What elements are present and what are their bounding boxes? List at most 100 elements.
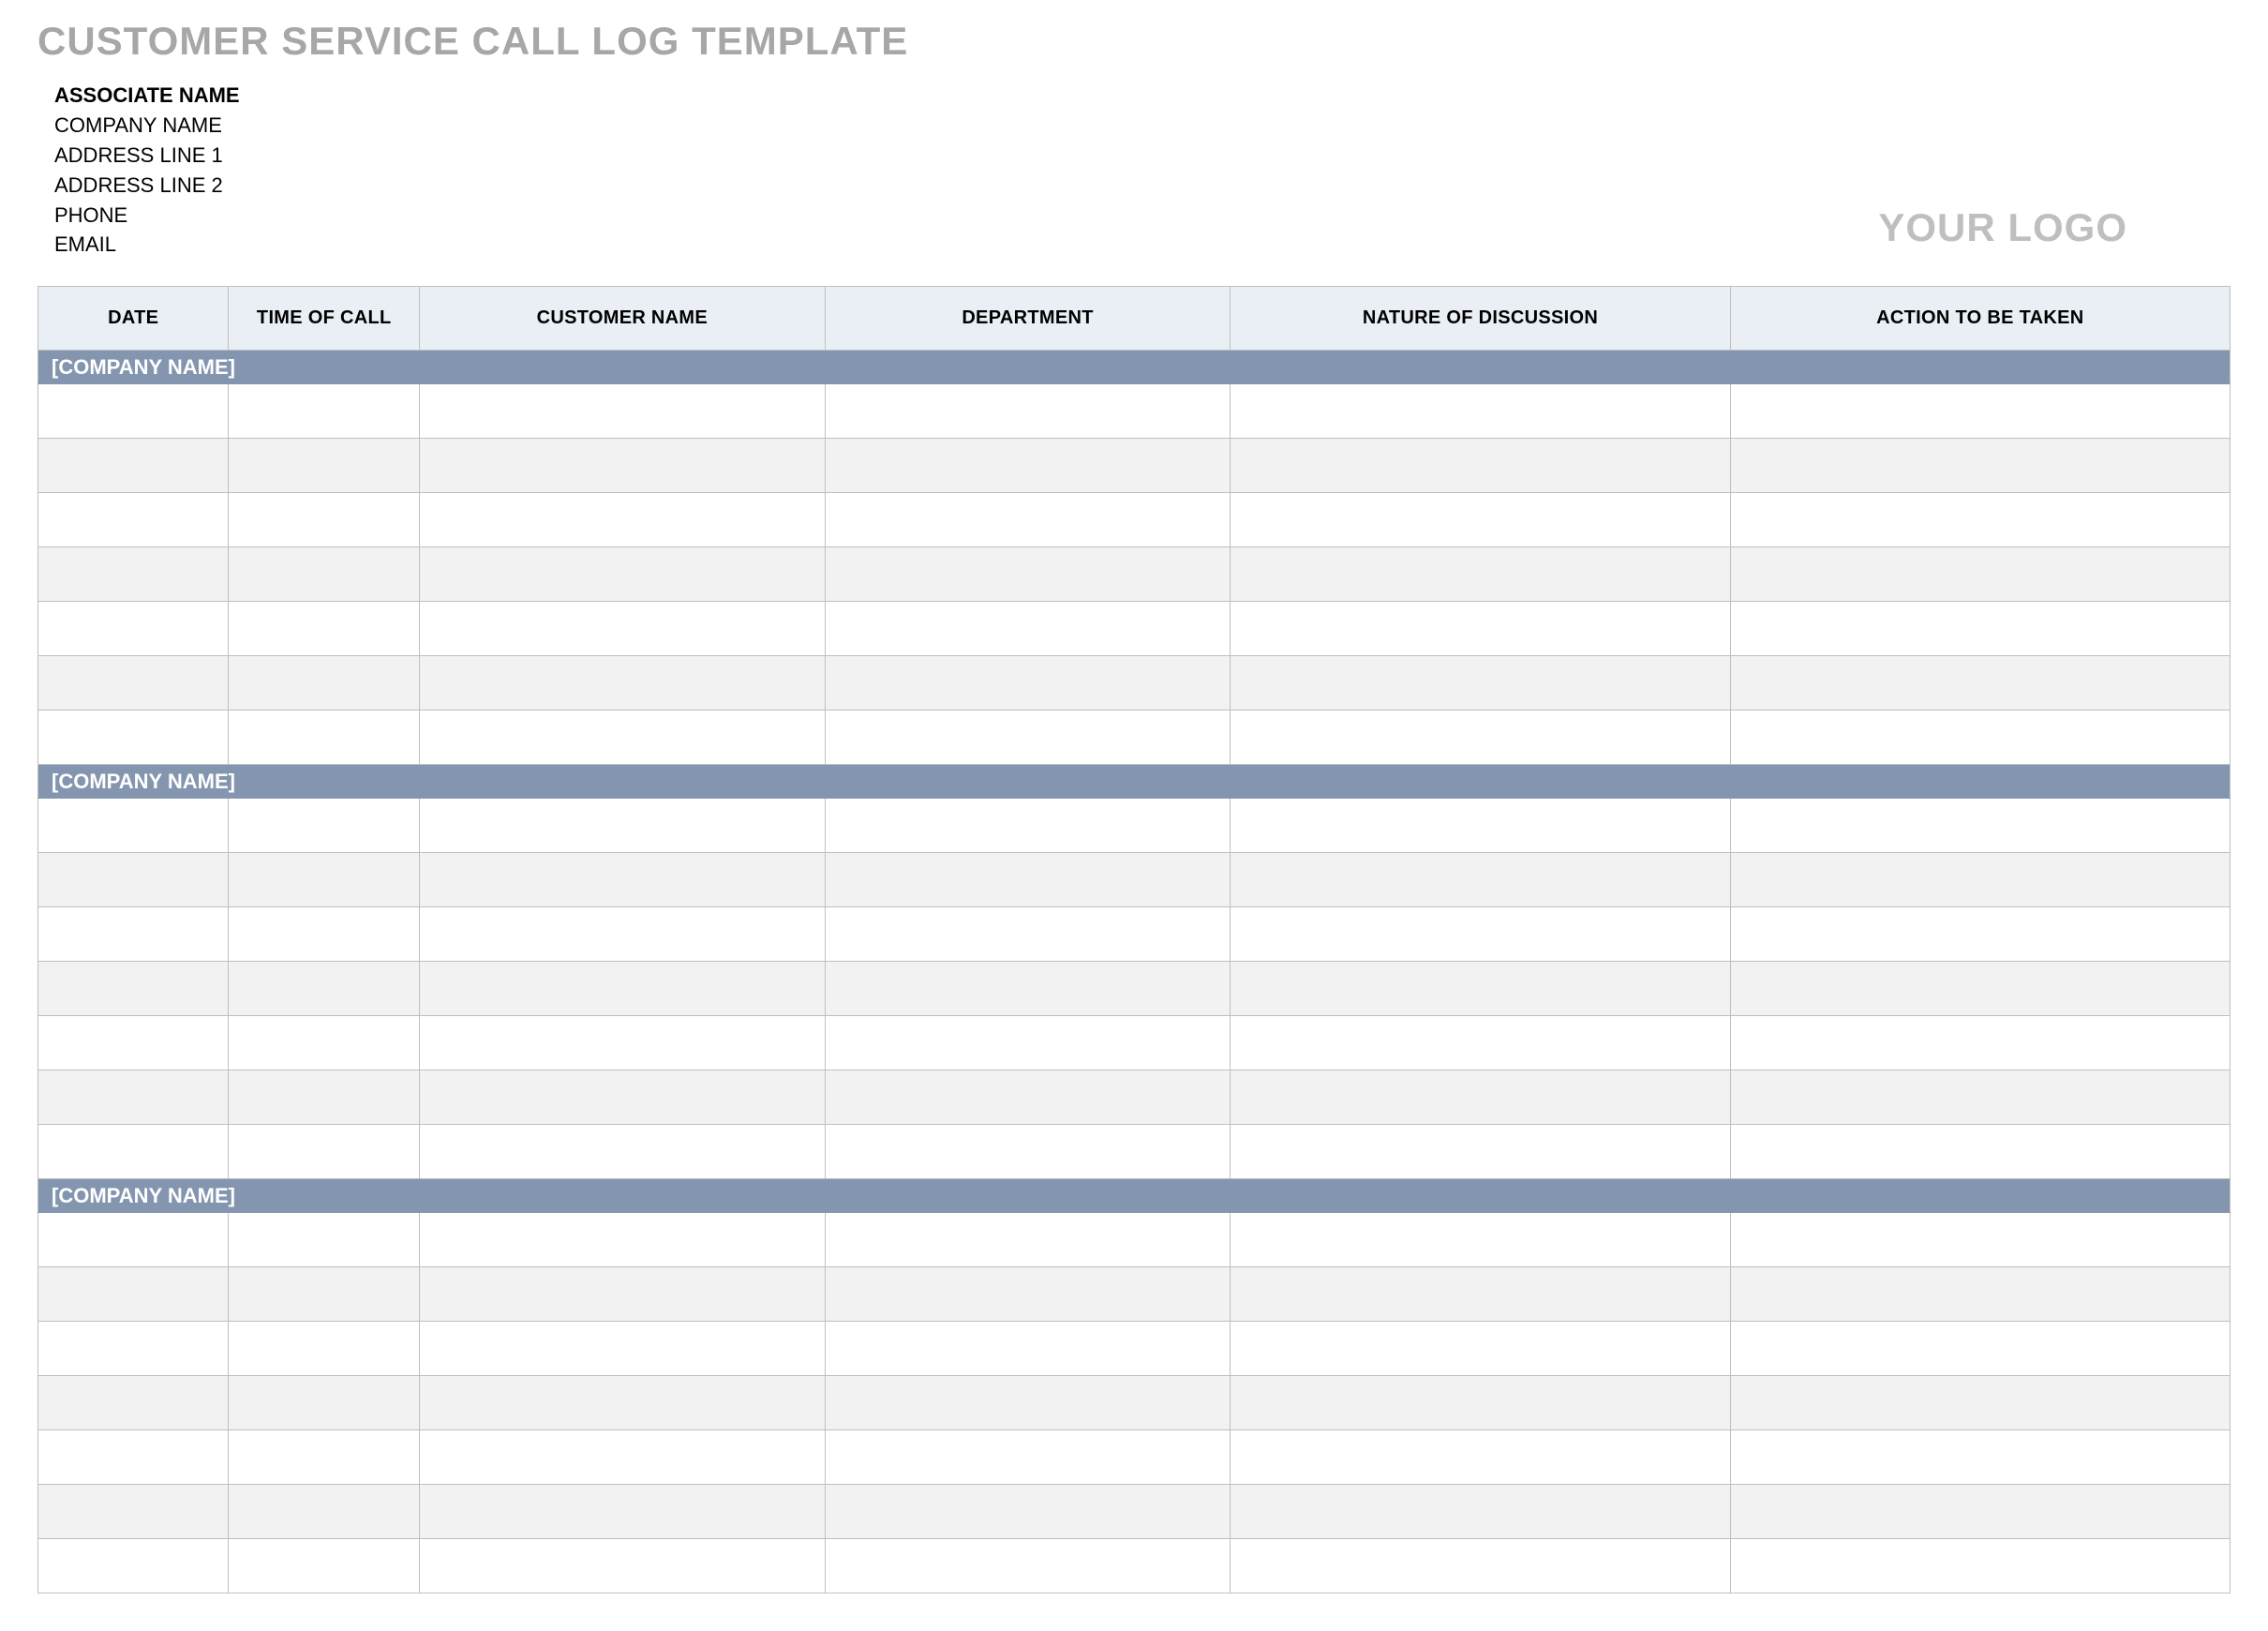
cell-date[interactable]: [38, 602, 229, 656]
cell-date[interactable]: [38, 656, 229, 711]
cell-date[interactable]: [38, 384, 229, 439]
cell-action[interactable]: [1730, 439, 2230, 493]
cell-time[interactable]: [229, 1070, 419, 1125]
cell-time[interactable]: [229, 1016, 419, 1070]
cell-action[interactable]: [1730, 907, 2230, 962]
cell-cust[interactable]: [419, 1322, 825, 1376]
cell-dept[interactable]: [825, 1430, 1231, 1485]
cell-action[interactable]: [1730, 1213, 2230, 1267]
cell-nature[interactable]: [1231, 493, 1730, 547]
cell-cust[interactable]: [419, 493, 825, 547]
cell-nature[interactable]: [1231, 1070, 1730, 1125]
cell-date[interactable]: [38, 907, 229, 962]
cell-dept[interactable]: [825, 1322, 1231, 1376]
cell-time[interactable]: [229, 1213, 419, 1267]
cell-action[interactable]: [1730, 1125, 2230, 1179]
cell-time[interactable]: [229, 1430, 419, 1485]
cell-time[interactable]: [229, 1539, 419, 1594]
cell-dept[interactable]: [825, 1539, 1231, 1594]
cell-action[interactable]: [1730, 1376, 2230, 1430]
cell-action[interactable]: [1730, 1485, 2230, 1539]
cell-dept[interactable]: [825, 602, 1231, 656]
cell-time[interactable]: [229, 799, 419, 853]
cell-cust[interactable]: [419, 711, 825, 765]
cell-cust[interactable]: [419, 547, 825, 602]
cell-time[interactable]: [229, 1376, 419, 1430]
cell-date[interactable]: [38, 547, 229, 602]
cell-nature[interactable]: [1231, 1213, 1730, 1267]
cell-time[interactable]: [229, 1267, 419, 1322]
cell-action[interactable]: [1730, 656, 2230, 711]
cell-cust[interactable]: [419, 439, 825, 493]
cell-date[interactable]: [38, 1016, 229, 1070]
cell-nature[interactable]: [1231, 1485, 1730, 1539]
cell-cust[interactable]: [419, 602, 825, 656]
cell-date[interactable]: [38, 1485, 229, 1539]
cell-time[interactable]: [229, 384, 419, 439]
cell-date[interactable]: [38, 799, 229, 853]
cell-cust[interactable]: [419, 853, 825, 907]
cell-time[interactable]: [229, 853, 419, 907]
cell-action[interactable]: [1730, 1016, 2230, 1070]
cell-dept[interactable]: [825, 1070, 1231, 1125]
cell-cust[interactable]: [419, 1485, 825, 1539]
cell-dept[interactable]: [825, 799, 1231, 853]
cell-nature[interactable]: [1231, 602, 1730, 656]
cell-date[interactable]: [38, 1322, 229, 1376]
cell-nature[interactable]: [1231, 1125, 1730, 1179]
cell-time[interactable]: [229, 439, 419, 493]
cell-action[interactable]: [1730, 711, 2230, 765]
cell-time[interactable]: [229, 962, 419, 1016]
cell-cust[interactable]: [419, 656, 825, 711]
cell-cust[interactable]: [419, 1070, 825, 1125]
cell-date[interactable]: [38, 439, 229, 493]
cell-action[interactable]: [1730, 1539, 2230, 1594]
cell-cust[interactable]: [419, 1016, 825, 1070]
cell-nature[interactable]: [1231, 1430, 1730, 1485]
cell-cust[interactable]: [419, 1539, 825, 1594]
cell-action[interactable]: [1730, 493, 2230, 547]
cell-time[interactable]: [229, 1322, 419, 1376]
cell-nature[interactable]: [1231, 799, 1730, 853]
cell-time[interactable]: [229, 1125, 419, 1179]
cell-cust[interactable]: [419, 1125, 825, 1179]
cell-date[interactable]: [38, 962, 229, 1016]
cell-action[interactable]: [1730, 1322, 2230, 1376]
cell-dept[interactable]: [825, 1267, 1231, 1322]
cell-nature[interactable]: [1231, 1016, 1730, 1070]
cell-nature[interactable]: [1231, 907, 1730, 962]
cell-dept[interactable]: [825, 1125, 1231, 1179]
cell-dept[interactable]: [825, 493, 1231, 547]
cell-cust[interactable]: [419, 907, 825, 962]
cell-time[interactable]: [229, 547, 419, 602]
cell-action[interactable]: [1730, 1267, 2230, 1322]
cell-time[interactable]: [229, 602, 419, 656]
cell-dept[interactable]: [825, 547, 1231, 602]
cell-action[interactable]: [1730, 602, 2230, 656]
cell-action[interactable]: [1730, 853, 2230, 907]
cell-date[interactable]: [38, 1430, 229, 1485]
cell-action[interactable]: [1730, 1430, 2230, 1485]
cell-nature[interactable]: [1231, 1539, 1730, 1594]
cell-time[interactable]: [229, 493, 419, 547]
cell-nature[interactable]: [1231, 711, 1730, 765]
cell-dept[interactable]: [825, 853, 1231, 907]
cell-dept[interactable]: [825, 1213, 1231, 1267]
cell-nature[interactable]: [1231, 547, 1730, 602]
cell-time[interactable]: [229, 711, 419, 765]
cell-action[interactable]: [1730, 1070, 2230, 1125]
cell-action[interactable]: [1730, 799, 2230, 853]
cell-nature[interactable]: [1231, 439, 1730, 493]
cell-cust[interactable]: [419, 1267, 825, 1322]
cell-dept[interactable]: [825, 907, 1231, 962]
cell-dept[interactable]: [825, 439, 1231, 493]
cell-cust[interactable]: [419, 1213, 825, 1267]
cell-cust[interactable]: [419, 1376, 825, 1430]
cell-nature[interactable]: [1231, 1376, 1730, 1430]
cell-nature[interactable]: [1231, 1267, 1730, 1322]
cell-date[interactable]: [38, 853, 229, 907]
cell-date[interactable]: [38, 1376, 229, 1430]
cell-date[interactable]: [38, 1267, 229, 1322]
cell-cust[interactable]: [419, 1430, 825, 1485]
cell-date[interactable]: [38, 1213, 229, 1267]
